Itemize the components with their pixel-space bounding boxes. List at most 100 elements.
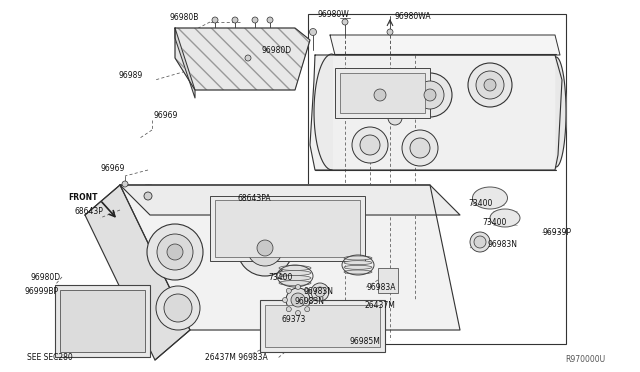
Ellipse shape <box>490 209 520 227</box>
Circle shape <box>311 283 329 301</box>
Ellipse shape <box>472 187 508 209</box>
Polygon shape <box>175 28 195 98</box>
Circle shape <box>147 224 203 280</box>
Circle shape <box>286 288 291 293</box>
Text: 96969: 96969 <box>154 110 179 119</box>
Circle shape <box>212 17 218 23</box>
Text: FRONT: FRONT <box>68 192 97 202</box>
Circle shape <box>342 19 348 25</box>
Bar <box>335 68 430 118</box>
Circle shape <box>296 311 301 315</box>
Ellipse shape <box>279 280 311 285</box>
Ellipse shape <box>344 256 372 260</box>
Bar <box>378 268 398 293</box>
Text: 96983N: 96983N <box>488 240 518 248</box>
Text: 96983A: 96983A <box>367 283 397 292</box>
Circle shape <box>286 288 310 312</box>
Ellipse shape <box>344 270 372 274</box>
Text: 96980W: 96980W <box>318 10 349 19</box>
Circle shape <box>470 232 490 252</box>
Circle shape <box>286 307 291 312</box>
Circle shape <box>296 285 301 289</box>
Bar <box>210 196 365 261</box>
Circle shape <box>144 192 152 200</box>
Ellipse shape <box>279 276 311 280</box>
Circle shape <box>237 220 293 276</box>
Text: 96989: 96989 <box>118 71 142 80</box>
Circle shape <box>282 298 287 302</box>
Text: 26437M 96983A: 26437M 96983A <box>205 353 268 362</box>
Text: 96939P: 96939P <box>543 228 572 237</box>
Circle shape <box>387 29 393 35</box>
Circle shape <box>408 73 452 117</box>
Text: 96983N: 96983N <box>295 298 325 307</box>
Circle shape <box>410 138 430 158</box>
Circle shape <box>315 287 325 297</box>
Bar <box>215 200 360 257</box>
Circle shape <box>474 236 486 248</box>
Circle shape <box>157 234 193 270</box>
Polygon shape <box>555 55 566 170</box>
Ellipse shape <box>344 261 372 264</box>
Circle shape <box>122 181 128 187</box>
Circle shape <box>352 127 388 163</box>
Bar <box>55 285 150 357</box>
Circle shape <box>358 73 402 117</box>
Circle shape <box>245 55 251 61</box>
Circle shape <box>366 81 394 109</box>
Bar <box>340 73 425 113</box>
Bar <box>60 290 145 352</box>
Bar <box>265 305 380 347</box>
Text: 96980B: 96980B <box>170 13 200 22</box>
Text: 96980WA: 96980WA <box>395 12 431 20</box>
Circle shape <box>388 111 402 125</box>
Text: 96983N: 96983N <box>304 286 334 295</box>
Circle shape <box>247 230 283 266</box>
Ellipse shape <box>279 266 311 270</box>
Circle shape <box>308 298 314 302</box>
Circle shape <box>374 89 386 101</box>
Text: 26437M: 26437M <box>365 301 396 310</box>
Circle shape <box>156 286 200 330</box>
Circle shape <box>332 227 348 243</box>
Circle shape <box>164 294 192 322</box>
Circle shape <box>252 17 258 23</box>
Circle shape <box>291 293 305 307</box>
Text: 68643P: 68643P <box>74 206 103 215</box>
Bar <box>260 300 385 352</box>
Polygon shape <box>120 185 460 330</box>
Polygon shape <box>330 35 560 55</box>
Text: 96969: 96969 <box>100 164 124 173</box>
Circle shape <box>310 29 317 35</box>
Circle shape <box>267 17 273 23</box>
Circle shape <box>424 89 436 101</box>
Ellipse shape <box>279 270 311 276</box>
Circle shape <box>360 135 380 155</box>
Text: 73400: 73400 <box>268 273 292 282</box>
Text: 96980D: 96980D <box>30 273 60 282</box>
Circle shape <box>468 63 512 107</box>
Polygon shape <box>175 28 310 90</box>
Text: 73400: 73400 <box>468 199 492 208</box>
Circle shape <box>484 79 496 91</box>
Circle shape <box>476 71 504 99</box>
Circle shape <box>326 221 354 249</box>
Text: SEE SEC280: SEE SEC280 <box>27 353 73 362</box>
Circle shape <box>167 244 183 260</box>
Bar <box>308 14 566 344</box>
Polygon shape <box>85 185 190 360</box>
Text: 96985M: 96985M <box>350 337 381 346</box>
Circle shape <box>305 288 310 293</box>
Text: 73400: 73400 <box>482 218 506 227</box>
Polygon shape <box>314 54 332 170</box>
Text: 69373: 69373 <box>282 315 307 324</box>
Text: 96980D: 96980D <box>262 45 292 55</box>
Circle shape <box>257 240 273 256</box>
Text: 68643PA: 68643PA <box>238 193 271 202</box>
Circle shape <box>416 81 444 109</box>
Circle shape <box>402 130 438 166</box>
Polygon shape <box>310 55 562 170</box>
Text: 96999BP: 96999BP <box>24 288 58 296</box>
Circle shape <box>232 17 238 23</box>
Ellipse shape <box>344 265 372 269</box>
